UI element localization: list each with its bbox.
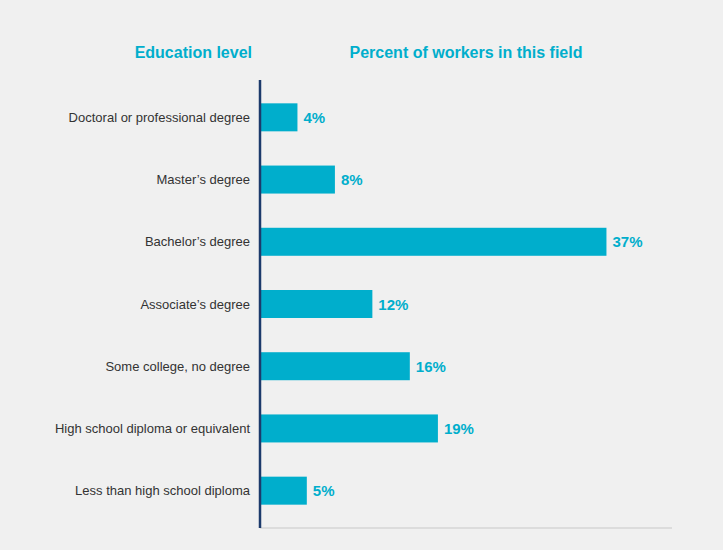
background (0, 0, 723, 550)
category-label: Bachelor’s degree (145, 234, 250, 249)
bar (260, 477, 307, 505)
x-axis-line (260, 528, 672, 529)
bar (260, 290, 372, 318)
data-label: 8% (341, 171, 363, 188)
category-label: Some college, no degree (105, 359, 250, 374)
bar (260, 103, 297, 131)
data-label: 37% (612, 233, 642, 250)
category-label: Doctoral or professional degree (69, 110, 250, 125)
chart-container: Doctoral or professional degree 4% Master’… (0, 0, 723, 550)
category-label: High school diploma or equivalent (55, 421, 251, 436)
data-label: 5% (313, 482, 335, 499)
category-label: Master’s degree (157, 172, 250, 187)
data-label: 16% (416, 358, 446, 375)
data-label: 4% (303, 109, 325, 126)
category-label: Associate’s degree (140, 297, 250, 312)
data-label: 19% (444, 420, 474, 437)
bar (260, 352, 410, 380)
bar (260, 166, 335, 194)
bars (260, 103, 606, 504)
bar (260, 414, 438, 442)
labels: Doctoral or professional degree 4% Master’… (55, 109, 643, 499)
x-axis-header: Percent of workers in this field (350, 44, 583, 61)
y-axis-header: Education level (135, 44, 252, 61)
divider (259, 80, 262, 528)
category-label: Less than high school diploma (75, 483, 251, 498)
bar (260, 228, 606, 256)
data-label: 12% (378, 296, 408, 313)
chart: Doctoral or professional degree 4% Master’… (0, 0, 723, 550)
